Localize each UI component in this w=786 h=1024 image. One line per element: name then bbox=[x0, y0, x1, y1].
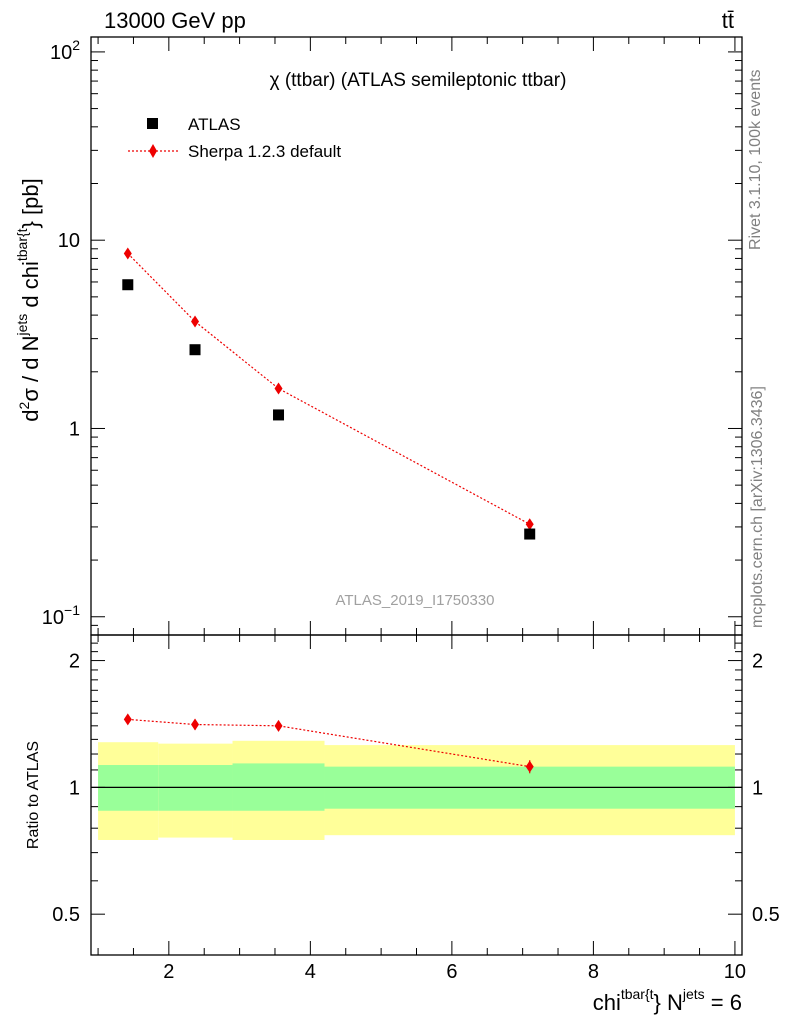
atlas-point bbox=[122, 279, 134, 291]
sherpa-point bbox=[123, 247, 132, 260]
ratio-axes: 2 2 1 1 0.5 0.5 2 4 6 8 10 bbox=[52, 635, 780, 983]
energy-label: 13000 GeV pp bbox=[104, 8, 246, 33]
legend-sherpa-label: Sherpa 1.2.3 default bbox=[188, 142, 341, 161]
legend-atlas-label: ATLAS bbox=[188, 115, 241, 134]
ratio-frame bbox=[90, 634, 743, 956]
sherpa-point bbox=[274, 382, 283, 395]
x-tick-label: 4 bbox=[305, 961, 316, 983]
ratio-y-tick-label-right: 2 bbox=[752, 651, 763, 673]
legend: ATLAS Sherpa 1.2.3 default bbox=[128, 115, 341, 161]
x-axis-label: chitbar{t} Njets = 6 bbox=[593, 986, 742, 1015]
main-y-tick-label: 10−1 bbox=[42, 602, 80, 629]
ratio-sherpa-line bbox=[127, 718, 530, 768]
main-y-axis-label: d2σ / d Njets d chitbar{t} [pb] bbox=[14, 178, 43, 421]
sherpa-line bbox=[127, 253, 531, 525]
ratio-y-tick-label-left: 0.5 bbox=[52, 904, 80, 926]
ratio-sherpa-point bbox=[274, 719, 283, 732]
ratio-sherpa-point bbox=[525, 760, 534, 773]
process-label: tt̄ bbox=[722, 8, 734, 33]
main-panel: χ (ttbar) (ATLAS semileptonic ttbar) ATL… bbox=[14, 36, 743, 636]
ratio-y-tick-label-right: 1 bbox=[752, 777, 763, 799]
legend-atlas-marker bbox=[147, 118, 158, 129]
sherpa-point bbox=[191, 315, 200, 328]
sherpa-point bbox=[525, 518, 534, 531]
atlas-point bbox=[273, 409, 285, 421]
legend-sherpa-marker bbox=[149, 144, 157, 158]
ratio-sherpa-point bbox=[191, 718, 200, 731]
ratio-y-tick-label-right: 0.5 bbox=[752, 904, 780, 926]
ratio-y-axis-label: Ratio to ATLAS bbox=[25, 741, 42, 849]
ratio-y-tick-label-left: 2 bbox=[69, 651, 80, 673]
analysis-id: ATLAS_2019_I1750330 bbox=[335, 592, 494, 609]
main-y-tick-label: 1 bbox=[69, 418, 80, 440]
atlas-point bbox=[189, 344, 201, 356]
mcplots-reference-text: mcplots.cern.ch [arXiv:1306.3436] bbox=[749, 386, 766, 628]
plot-title: χ (ttbar) (ATLAS semileptonic ttbar) bbox=[270, 70, 567, 91]
x-tick-label: 6 bbox=[446, 961, 457, 983]
rivet-version-text: Rivet 3.1.10, 100k events bbox=[747, 69, 764, 250]
ratio-panel: 2 2 1 1 0.5 0.5 2 4 6 8 10 Ratio to ATLAS bbox=[25, 634, 780, 983]
ratio-y-tick-label-left: 1 bbox=[69, 777, 80, 799]
x-tick-label: 8 bbox=[588, 961, 599, 983]
x-tick-label: 10 bbox=[724, 961, 746, 983]
ratio-sherpa-point bbox=[123, 713, 132, 726]
main-y-tick-label: 10 bbox=[58, 230, 80, 252]
x-tick-label: 2 bbox=[163, 961, 174, 983]
main-y-axis: 102 10 1 10−1 bbox=[42, 37, 742, 636]
atlas-point bbox=[524, 528, 536, 540]
main-y-tick-label: 102 bbox=[50, 37, 80, 64]
